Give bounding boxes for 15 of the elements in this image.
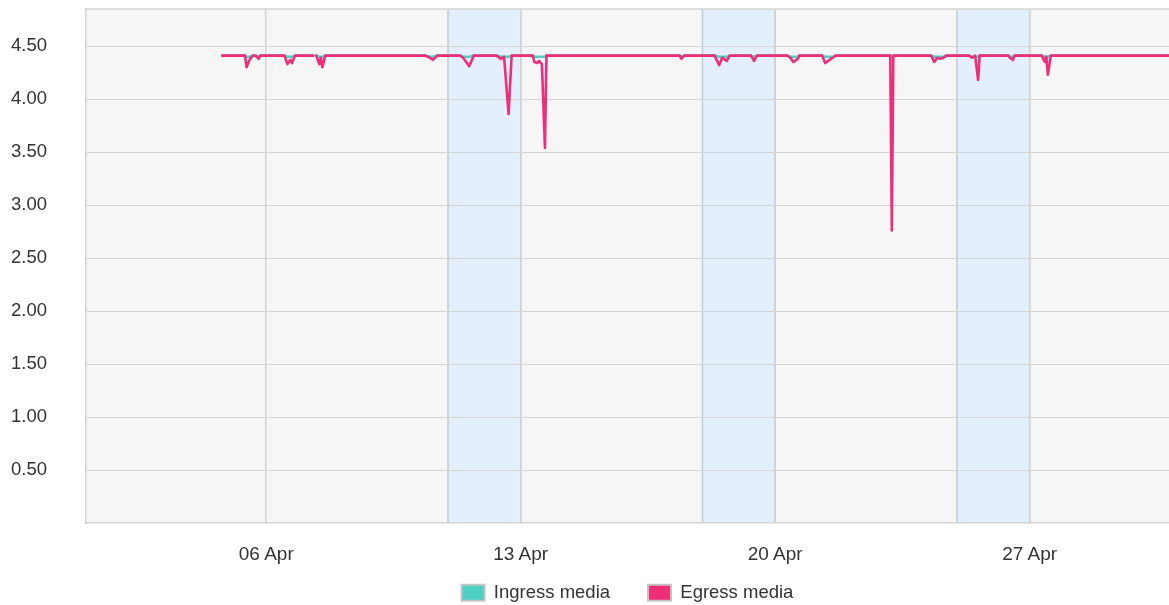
- y-tick-label: 0.50: [10, 458, 47, 480]
- y-tick-label: 2.50: [10, 246, 47, 268]
- y-tick-label: 1.50: [10, 352, 47, 374]
- x-tick-label: 13 Apr: [493, 542, 549, 564]
- x-tick-label: 20 Apr: [747, 542, 804, 564]
- x-tick-label: 06 Apr: [238, 542, 295, 564]
- x-tick-label: 27 Apr: [1002, 542, 1058, 564]
- y-tick-label: 2.00: [10, 299, 47, 321]
- y-tick-label: 4.50: [10, 34, 47, 56]
- legend-label: Ingress media: [493, 580, 611, 602]
- y-tick-label: 1.00: [10, 405, 47, 427]
- y-tick-label: 3.50: [10, 140, 47, 162]
- y-tick-label: 3.00: [10, 193, 47, 215]
- y-tick-label: 4.00: [10, 87, 47, 109]
- legend-label: Egress media: [680, 580, 795, 602]
